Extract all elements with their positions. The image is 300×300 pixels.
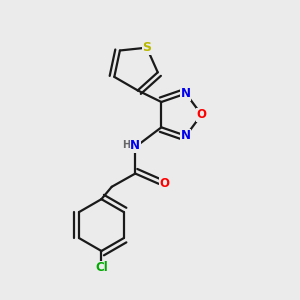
Text: N: N [181,87,191,100]
Text: S: S [142,41,151,54]
Text: N: N [130,140,140,152]
Text: O: O [159,177,169,190]
Text: N: N [181,129,191,142]
Text: H: H [122,140,130,150]
Text: Cl: Cl [95,261,108,274]
Text: O: O [196,108,206,121]
